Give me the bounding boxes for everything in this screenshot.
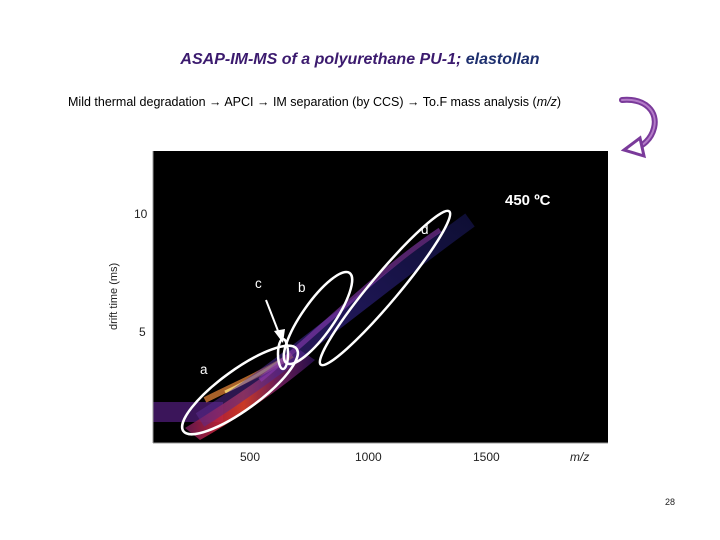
subtitle-italic: m/z: [536, 95, 557, 109]
region-label-b: b: [298, 280, 306, 295]
slide-subtitle: Mild thermal degradation → APCI → IM sep…: [68, 95, 561, 109]
region-c-pointer: [265, 299, 281, 337]
region-a-outline: [180, 344, 300, 436]
region-label-d: d: [421, 222, 429, 237]
x-tick-1500: 1500: [473, 450, 500, 464]
region-label-c: c: [255, 276, 262, 291]
subtitle-pre: Mild thermal degradation → APCI → IM sep…: [68, 95, 537, 109]
x-tick-1000: 1000: [355, 450, 382, 464]
title-tail: elastollan: [465, 51, 540, 68]
x-axis-label: m/z: [570, 450, 590, 464]
subtitle-post: ): [556, 95, 561, 109]
y-tick-10: 10: [134, 207, 148, 221]
y-tick-5: 5: [139, 325, 146, 339]
slide-title: ASAP-IM-MS of a polyurethane PU-1; elast…: [0, 51, 720, 69]
temperature-label: 450 ºC: [505, 192, 551, 209]
curved-return-arrow-icon: [619, 96, 658, 159]
region-d-outline: [318, 209, 452, 367]
region-b-outline: [282, 270, 354, 366]
page-number: 28: [665, 497, 676, 507]
x-tick-500: 500: [240, 450, 261, 464]
title-main: ASAP-IM-MS of a polyurethane PU-1;: [180, 51, 466, 68]
region-label-a: a: [200, 362, 208, 377]
